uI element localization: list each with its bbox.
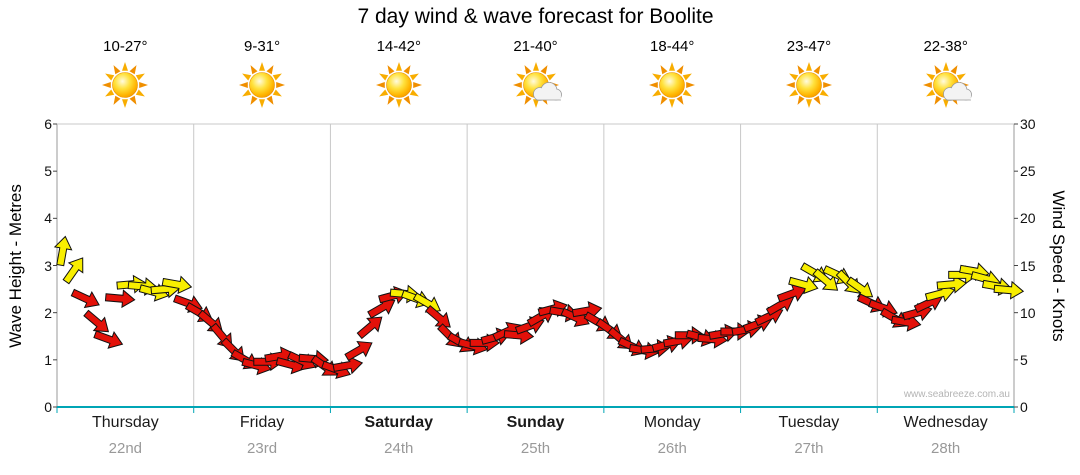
temperature-label: 18-44° (650, 38, 695, 55)
day-date-label: 26th (657, 440, 687, 457)
wind-arrow (62, 257, 84, 285)
day-date-label: 25th (520, 440, 551, 457)
wind-arrow (936, 274, 968, 294)
wind-arrow (104, 289, 136, 309)
wind-arrow (83, 309, 110, 333)
wind-arrow (70, 288, 100, 309)
left-tick-label: 5 (44, 163, 52, 180)
wind-arrow (344, 340, 373, 362)
right-tick-label: 25 (1020, 163, 1036, 180)
right-tick-label: 30 (1020, 116, 1036, 132)
wind-arrow (93, 330, 124, 349)
temperature-label: 23-47° (786, 38, 832, 55)
right-tick-label: 10 (1020, 304, 1036, 321)
day-name-label: Friday (239, 414, 285, 431)
day-name-label: Monday (643, 414, 701, 431)
sun-icon (375, 62, 422, 108)
watermark: www.seabreeze.com.au (903, 389, 1010, 400)
page-title: 7 day wind & wave forecast for Boolite (357, 5, 714, 28)
wind-arrow (356, 316, 383, 340)
sun-cloud-icon (512, 62, 562, 108)
day-date-label: 28th (931, 440, 961, 457)
left-tick-label: 0 (44, 399, 52, 415)
day-date-label: 23rd (247, 440, 278, 457)
wind-arrow (571, 301, 603, 320)
left-tick-label: 3 (44, 257, 52, 274)
right-tick-label: 5 (1020, 351, 1028, 368)
day-date-label: 24th (384, 440, 414, 457)
wind-arrow (332, 355, 364, 375)
right-tick-label: 15 (1020, 257, 1036, 274)
wind-arrow (812, 268, 839, 291)
right-tick-label: 0 (1020, 399, 1028, 415)
wind-arrow (993, 280, 1025, 300)
left-tick-label: 4 (44, 210, 52, 227)
wind-arrow (53, 235, 73, 267)
left-tick-label: 2 (44, 304, 52, 321)
day-name-label: Saturday (364, 414, 433, 431)
day-name-label: Thursday (92, 414, 159, 431)
day-date-label: 27th (794, 440, 824, 457)
wind-arrow (776, 284, 807, 303)
temperature-label: 14-42° (376, 38, 421, 55)
sun-icon (649, 62, 696, 108)
temperature-label: 22-38° (923, 38, 968, 55)
sun-icon (785, 62, 832, 108)
temperature-label: 9-31° (244, 38, 281, 55)
day-name-label: Wednesday (903, 414, 988, 431)
temperature-label: 10-27° (103, 38, 148, 55)
wind-arrow (161, 275, 193, 295)
day-date-label: 22nd (108, 440, 143, 457)
right-tick-label: 20 (1020, 210, 1036, 227)
left-tick-label: 6 (44, 116, 52, 132)
temperature-label: 21-40° (513, 38, 558, 55)
sun-cloud-icon (922, 62, 972, 108)
day-name-label: Sunday (506, 414, 565, 431)
sun-icon (239, 62, 286, 108)
left-tick-label: 1 (44, 351, 52, 368)
sun-icon (102, 62, 149, 108)
day-name-label: Tuesday (778, 414, 840, 431)
wind-arrow (788, 275, 819, 295)
